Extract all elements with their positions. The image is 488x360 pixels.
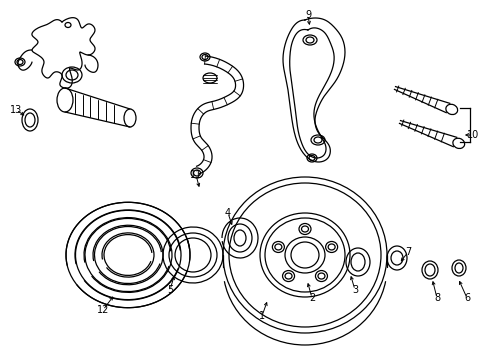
Text: 1: 1 (259, 311, 264, 321)
Text: 4: 4 (224, 208, 231, 218)
Text: 8: 8 (433, 293, 439, 303)
Text: 2: 2 (308, 293, 314, 303)
Text: 7: 7 (404, 247, 410, 257)
Text: 6: 6 (463, 293, 469, 303)
Text: 11: 11 (189, 170, 202, 180)
Text: 5: 5 (166, 285, 173, 295)
Text: 3: 3 (351, 285, 357, 295)
Text: 10: 10 (466, 130, 478, 140)
Text: 12: 12 (97, 305, 109, 315)
Text: 13: 13 (10, 105, 22, 115)
Text: 9: 9 (305, 10, 310, 20)
